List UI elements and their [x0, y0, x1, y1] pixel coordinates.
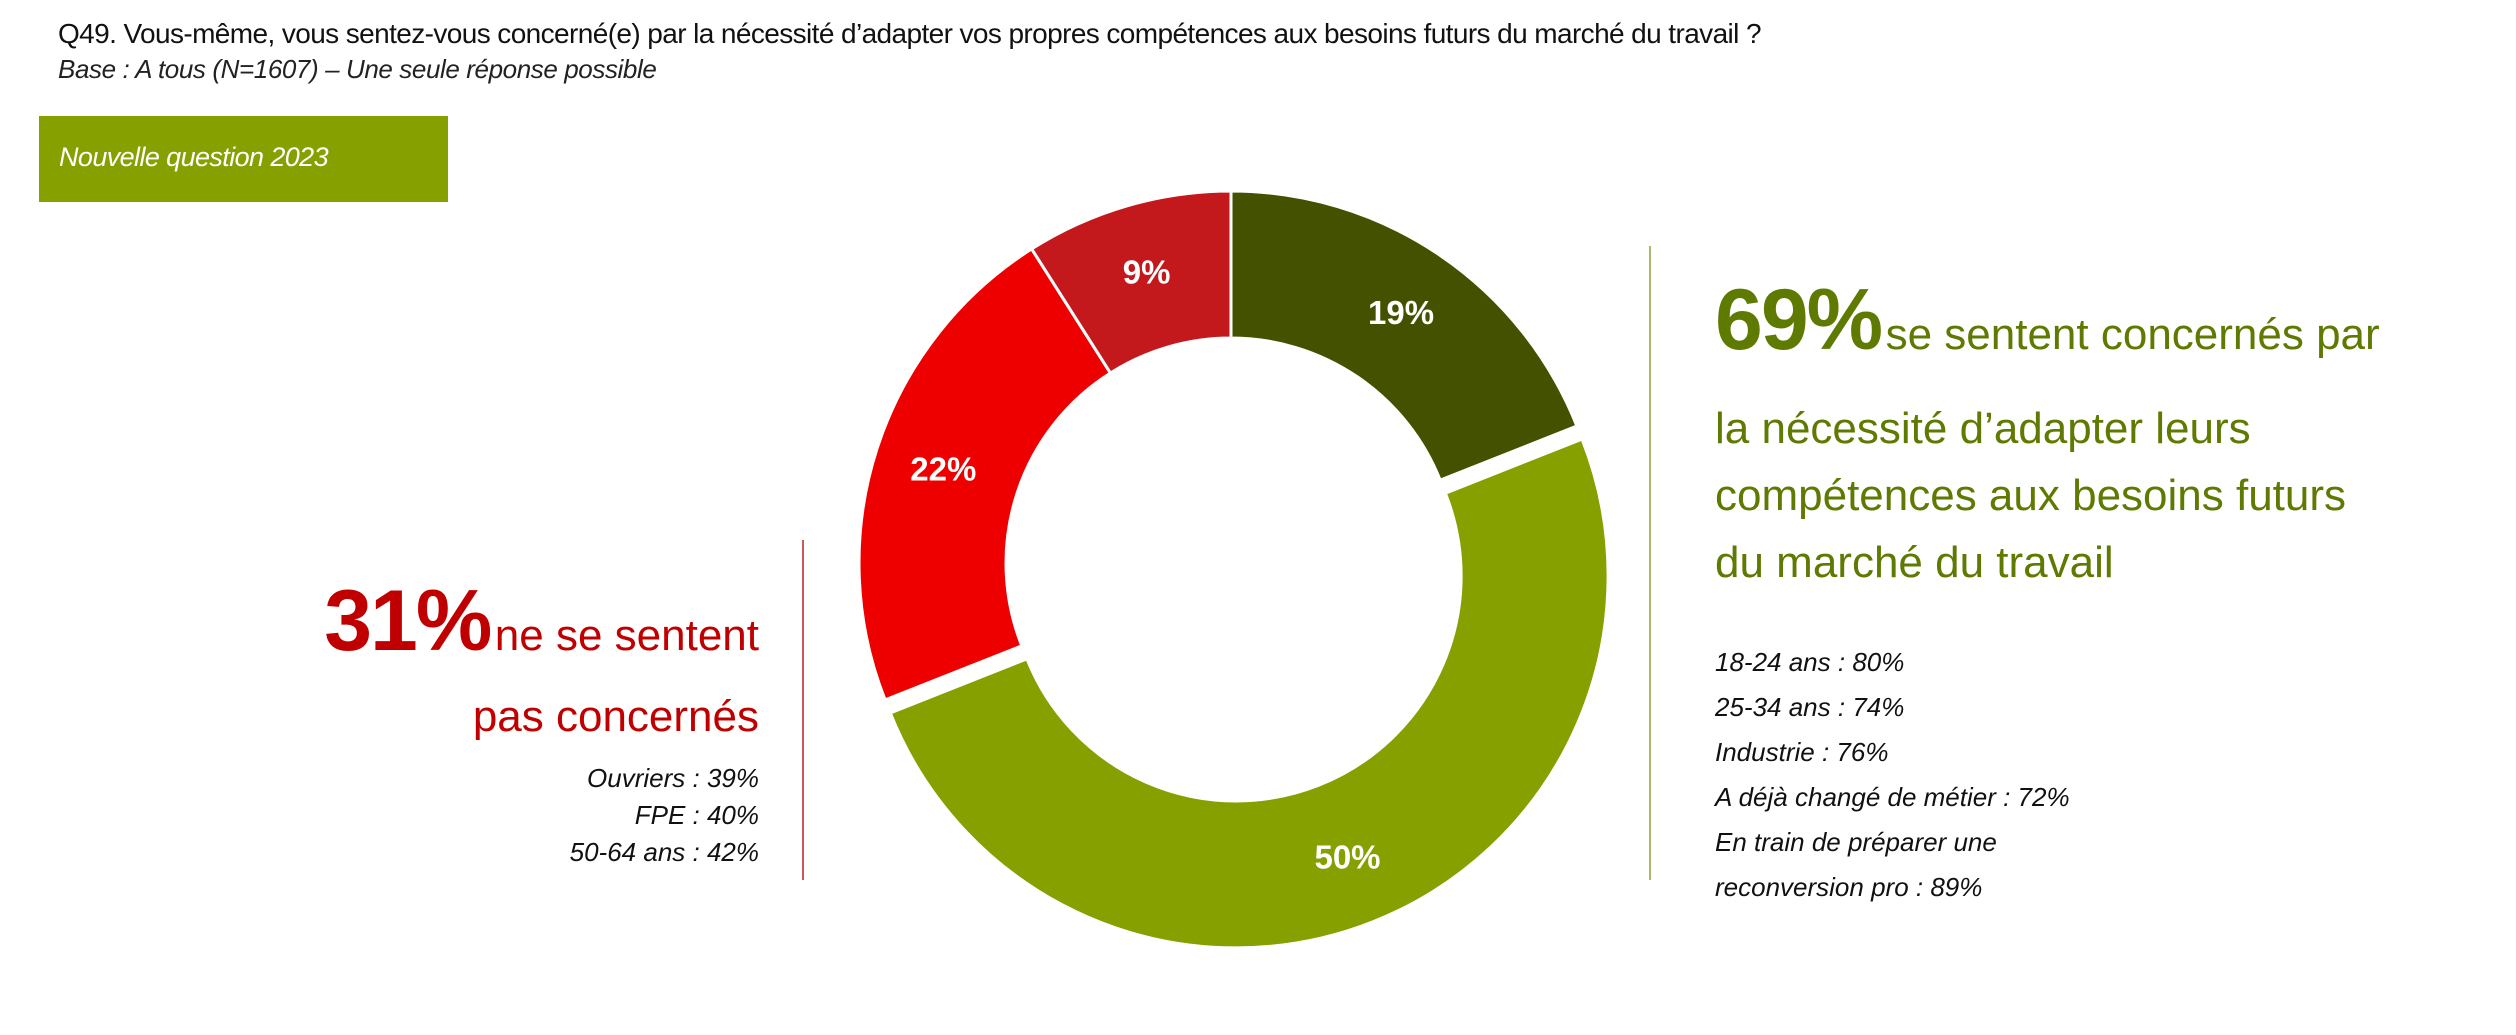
right-divider: [1649, 246, 1651, 880]
detail-item: Ouvriers : 39%: [587, 763, 759, 793]
detail-item: 50-64 ans : 42%: [569, 837, 759, 867]
donut-slice-50pct: [888, 437, 1610, 949]
not-concerned-summary: 31% ne se sentent pas concernés: [324, 575, 759, 762]
donut-slice-9pct: [1029, 189, 1233, 376]
detail-item: A déjà changé de métier : 72%: [1715, 782, 2070, 812]
new-question-badge: Nouvelle question 2023: [39, 116, 448, 202]
not-concerned-line2: pas concernés: [472, 692, 759, 741]
detail-item: En train de préparer une: [1715, 827, 1997, 857]
badge-label: Nouvelle question 2023: [59, 142, 329, 172]
donut-slice-22pct: [857, 246, 1113, 702]
not-concerned-line1: ne se sentent: [494, 611, 759, 660]
concerned-line1: se sentent concernés par: [1885, 310, 2380, 359]
left-divider: [802, 540, 804, 880]
base-subtitle: Base : A tous (N=1607) – Une seule répon…: [58, 54, 657, 84]
slice-label: 19%: [1368, 294, 1434, 331]
detail-item: reconversion pro : 89%: [1715, 872, 1983, 902]
slice-label: 9%: [1123, 254, 1171, 291]
detail-item: Industrie : 76%: [1715, 737, 1889, 767]
donut-slice-19pct: [1229, 189, 1579, 483]
detail-item: FPE : 40%: [634, 800, 759, 830]
not-concerned-percent: 31%: [324, 573, 492, 669]
slice-label: 50%: [1314, 838, 1380, 875]
detail-item: 25-34 ans : 74%: [1715, 692, 1905, 722]
slice-label: 22%: [910, 451, 976, 488]
concerned-line2: la nécessité d’adapter leurs: [1715, 404, 2251, 453]
concerned-percent: 69%: [1715, 272, 1883, 368]
detail-item: 18-24 ans : 80%: [1715, 647, 1905, 677]
concerned-line4: du marché du travail: [1715, 538, 2114, 587]
concerned-summary: 69% se sentent concernés par la nécessit…: [1715, 270, 2380, 596]
not-concerned-details: Ouvriers : 39% FPE : 40% 50-64 ans : 42%: [570, 760, 759, 871]
concerned-details: 18-24 ans : 80% 25-34 ans : 74% Industri…: [1715, 640, 2070, 910]
question-title: Q49. Vous-même, vous sentez-vous concern…: [58, 18, 1762, 49]
concerned-line3: compétences aux besoins futurs: [1715, 471, 2347, 520]
